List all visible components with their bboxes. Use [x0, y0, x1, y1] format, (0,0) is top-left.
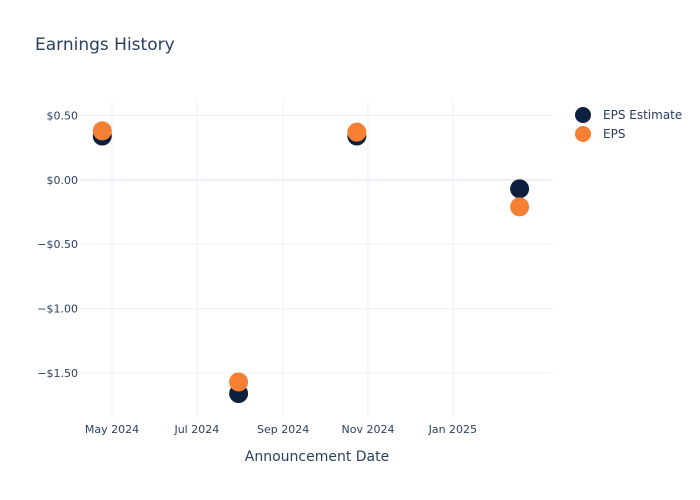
- x-tick-label: Sep 2024: [257, 423, 309, 436]
- y-tick-label: −$0.50: [37, 238, 78, 251]
- data-point[interactable]: [347, 122, 367, 142]
- data-point[interactable]: [510, 179, 530, 199]
- legend-marker: [575, 126, 591, 142]
- legend[interactable]: EPS Estimate EPS: [575, 107, 682, 142]
- legend-marker: [575, 107, 591, 123]
- y-tick-label: −$1.00: [37, 303, 78, 316]
- legend-item[interactable]: EPS: [575, 126, 625, 142]
- data-point[interactable]: [510, 197, 530, 217]
- x-tick-label: Jul 2024: [173, 423, 219, 436]
- x-axis-title: Announcement Date: [245, 449, 389, 465]
- grid-lines: [80, 100, 553, 418]
- x-tick-label: Nov 2024: [341, 423, 394, 436]
- legend-label: EPS: [603, 127, 625, 141]
- legend-label: EPS Estimate: [603, 108, 682, 122]
- y-tick-label: −$1.50: [37, 367, 78, 380]
- data-point[interactable]: [92, 121, 112, 141]
- axis-ticks: $0.50 $0.00 −$0.50 −$1.00 −$1.50 May 2024 Jul …: [37, 109, 477, 436]
- data-point[interactable]: [229, 372, 249, 392]
- series-eps: [92, 121, 530, 392]
- chart-title: Earnings History: [35, 35, 175, 55]
- data-points: [92, 121, 530, 404]
- y-tick-label: $0.00: [47, 174, 79, 187]
- series-eps-estimate: [92, 126, 530, 404]
- x-tick-label: Jan 2025: [428, 423, 477, 436]
- legend-item[interactable]: EPS Estimate: [575, 107, 682, 123]
- x-tick-label: May 2024: [85, 423, 139, 436]
- y-tick-label: $0.50: [47, 109, 79, 122]
